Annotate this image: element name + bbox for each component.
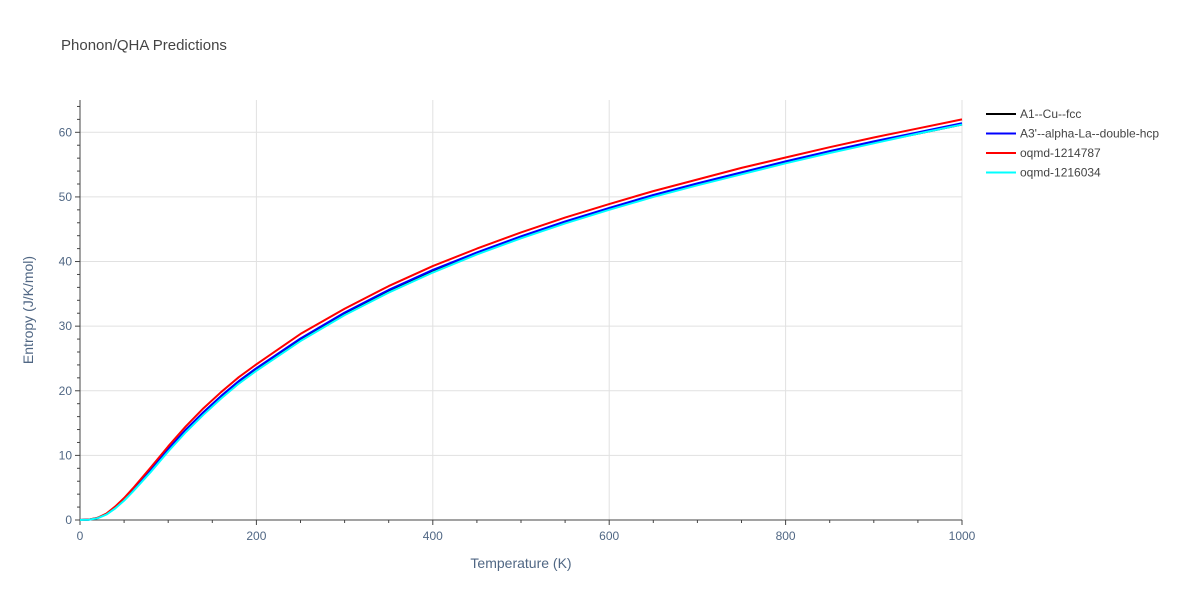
y-tick-label: 0 [65,513,72,527]
y-axis-title: Entropy (J/K/mol) [20,256,36,364]
legend[interactable]: A1--Cu--fcc A3'--alpha-La--double-hcp oqmd… [986,107,1159,180]
legend-item[interactable]: oqmd-1214787 [986,146,1101,160]
legend-label: A1--Cu--fcc [1020,107,1081,121]
y-tick-label: 40 [59,255,73,269]
series-layer [79,118,963,521]
x-tick-label: 1000 [949,529,976,543]
x-tick-label: 200 [246,529,266,543]
y-tick-label: 30 [59,319,73,333]
y-tick-label: 10 [59,448,73,462]
series-line-3 [79,118,963,521]
x-tick-label: 600 [599,529,619,543]
series-line-1 [79,123,963,521]
axes-layer: 0 200 400 600 800 1000 0 10 20 30 40 50 60 [59,100,976,543]
y-tick-label: 20 [59,384,73,398]
legend-label: A3'--alpha-La--double-hcp [1020,127,1159,141]
legend-label: oqmd-1216034 [1020,166,1101,180]
x-tick-label: 400 [423,529,443,543]
series-line-2 [79,122,963,521]
grid-layer [80,100,963,520]
legend-item[interactable]: A1--Cu--fcc [986,107,1081,121]
series-line-4 [79,123,963,521]
legend-label: oqmd-1214787 [1020,146,1101,160]
x-tick-label: 800 [776,529,796,543]
x-tick-label: 0 [77,529,84,543]
y-tick-label: 60 [59,125,73,139]
y-tick-label: 50 [59,190,73,204]
x-axis-title: Temperature (K) [470,555,571,571]
legend-item[interactable]: oqmd-1216034 [986,166,1101,180]
chart-title: Phonon/QHA Predictions [61,37,227,54]
legend-item[interactable]: A3'--alpha-La--double-hcp [986,127,1159,141]
